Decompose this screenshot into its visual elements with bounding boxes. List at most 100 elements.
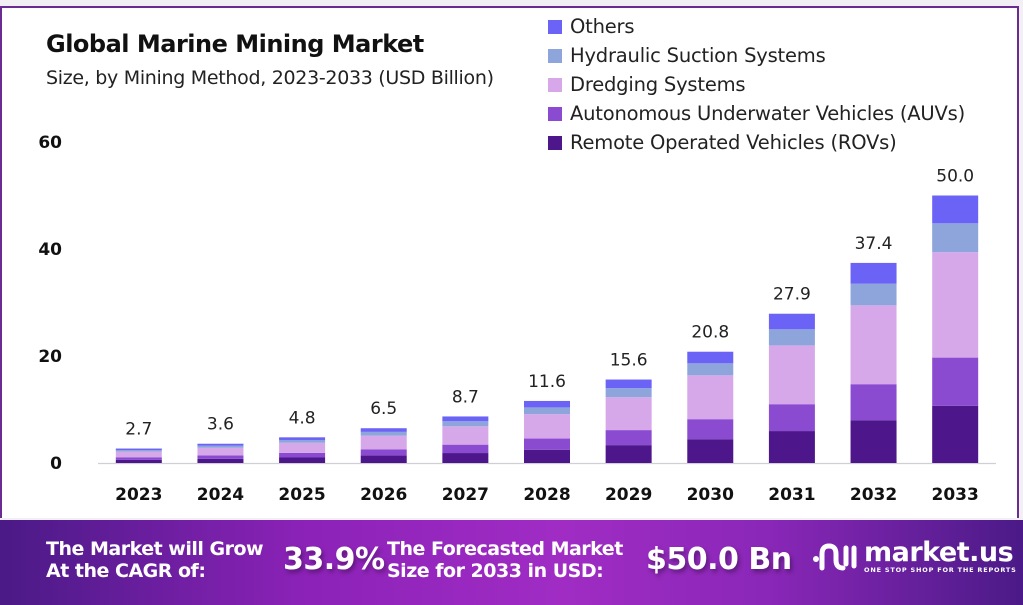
legend-swatch-hydraulic-suction [548,48,562,63]
bar-segment-dredging-systems-2023 [115,451,162,458]
x-tick-label: 2031 [768,485,815,505]
legend-label: Remote Operated Vehicles (ROVs) [570,131,897,154]
legend-label: Autonomous Underwater Vehicles (AUVs) [570,102,966,125]
x-tick-label: 2026 [360,485,407,505]
cagr-label: The Market will Grow At the CAGR of: [46,538,264,582]
legend-swatch-auvs [548,106,562,121]
brand-tagline: ONE STOP SHOP FOR THE REPORTS [864,566,1017,574]
chart-title: Global Marine Mining Market [46,30,424,58]
bar-segment-others-2026 [360,428,407,432]
bar-segment-hydraulic-suction-systems-2023 [115,450,162,452]
bar-segment-hydraulic-suction-systems-2024 [197,445,244,448]
bar-total-label: 27.9 [773,285,811,305]
bar-segment-autonomous-underwater-vehicles-auvs-2029 [605,430,652,446]
cagr-label-line1: The Market will Grow [46,538,264,560]
bar-total-label: 8.7 [452,387,479,407]
bar-segment-autonomous-underwater-vehicles-auvs-2026 [360,449,407,456]
bar-segment-hydraulic-suction-systems-2033 [932,223,979,253]
bar-segment-dredging-systems-2031 [768,345,815,405]
stacked-bar-chart: 0 20 40 60 2.7 2023 3.6 2024 4.8 2025 6.5 2026 8.7 20… [38,133,996,505]
bar-total-label: 37.4 [855,234,893,254]
x-tick-label: 2030 [687,485,734,505]
forecast-size-label-line1: The Forecasted Market [387,538,623,560]
bar-total-label: 6.5 [370,399,397,419]
bar-segment-autonomous-underwater-vehicles-auvs-2031 [768,404,815,432]
bar-segment-remote-operated-vehicles-rovs-2027 [442,453,489,463]
bar-segment-hydraulic-suction-systems-2029 [605,388,652,398]
legend-swatch-others [548,19,562,34]
bar-segment-autonomous-underwater-vehicles-auvs-2023 [115,457,162,460]
legend-swatch-rovs [548,135,562,150]
bar-segment-hydraulic-suction-systems-2032 [850,283,897,306]
forecast-size-label-line2: Size for 2033 in USD: [387,560,604,582]
bar-segment-dredging-systems-2029 [605,397,652,431]
bar-segment-dredging-systems-2027 [442,426,489,445]
x-tick-label: 2027 [442,485,489,505]
summary-banner: The Market will Grow At the CAGR of: 33.… [0,520,1023,605]
y-tick-label: 60 [38,133,62,153]
bar-segment-remote-operated-vehicles-rovs-2033 [932,405,979,463]
bar-segment-remote-operated-vehicles-rovs-2026 [360,455,407,463]
bar-total-label: 20.8 [691,323,729,343]
legend-label: Dredging Systems [570,73,746,96]
brand-logo: market.us ONE STOP SHOP FOR THE REPORTS [812,537,1017,574]
bar-segment-remote-operated-vehicles-rovs-2028 [524,449,570,463]
legend-swatch-dredging [548,77,562,92]
bar-segment-remote-operated-vehicles-rovs-2029 [605,445,652,463]
bar-segment-others-2033 [932,195,979,224]
bar-segment-dredging-systems-2032 [850,305,897,385]
y-tick-label: 20 [38,347,62,367]
bar-segment-hydraulic-suction-systems-2028 [524,407,570,415]
brand-name: market.us [864,537,1014,568]
bar-segment-others-2025 [279,437,326,440]
bar-segment-others-2030 [687,351,734,364]
y-tick-label: 40 [38,240,62,260]
bar-segment-others-2032 [850,262,897,284]
bar-segment-hydraulic-suction-systems-2027 [442,421,489,427]
bar-segment-dredging-systems-2025 [279,442,326,453]
bar-segment-autonomous-underwater-vehicles-auvs-2033 [932,357,979,406]
bar-segment-autonomous-underwater-vehicles-auvs-2027 [442,444,489,454]
bar-segment-remote-operated-vehicles-rovs-2025 [279,457,326,463]
bar-segment-dredging-systems-2033 [932,252,979,358]
bar-total-label: 11.6 [528,372,566,392]
cagr-label-line2: At the CAGR of: [46,560,206,582]
chart-frame [0,6,1019,518]
legend-item-dredging: Dredging Systems [548,70,965,99]
legend-label: Hydraulic Suction Systems [570,44,826,67]
bar-segment-remote-operated-vehicles-rovs-2030 [687,439,734,463]
bar-segment-hydraulic-suction-systems-2030 [687,363,734,376]
bar-segment-remote-operated-vehicles-rovs-2023 [115,459,162,463]
bar-segment-dredging-systems-2030 [687,375,734,420]
x-tick-label: 2033 [932,485,979,505]
forecast-size-label: The Forecasted Market Size for 2033 in U… [387,538,623,582]
bar-total-label: 3.6 [207,415,234,435]
y-tick-label: 0 [50,454,62,474]
bar-segment-autonomous-underwater-vehicles-auvs-2028 [524,438,570,450]
bar-segment-autonomous-underwater-vehicles-auvs-2025 [279,452,326,458]
bar-segment-others-2028 [524,400,570,408]
bar-segment-autonomous-underwater-vehicles-auvs-2030 [687,419,734,440]
legend-item-others: Others [548,12,965,41]
bar-segment-remote-operated-vehicles-rovs-2024 [197,458,244,463]
x-tick-label: 2023 [115,485,162,505]
bar-total-label: 2.7 [125,420,152,440]
bar-total-label: 15.6 [610,351,648,371]
legend-item-auvs: Autonomous Underwater Vehicles (AUVs) [548,99,965,128]
bar-segment-others-2023 [115,448,162,451]
forecast-size-value: $50.0 Bn [646,542,792,577]
bar-segment-others-2024 [197,443,244,446]
bar-segment-hydraulic-suction-systems-2025 [279,439,326,443]
bar-segment-others-2029 [605,379,652,389]
x-tick-label: 2028 [523,485,570,505]
bar-segment-dredging-systems-2028 [524,414,570,439]
market-us-logo-icon [813,543,857,571]
x-tick-label: 2024 [197,485,244,505]
bar-segment-others-2031 [768,313,815,330]
legend: Others Hydraulic Suction Systems Dredgin… [548,12,965,157]
bar-segment-dredging-systems-2024 [197,447,244,456]
legend-item-hydraulic-suction: Hydraulic Suction Systems [548,41,965,70]
bar-total-label: 50.0 [936,167,974,187]
cagr-value: 33.9% [283,542,385,577]
bar-segment-dredging-systems-2026 [360,435,407,450]
